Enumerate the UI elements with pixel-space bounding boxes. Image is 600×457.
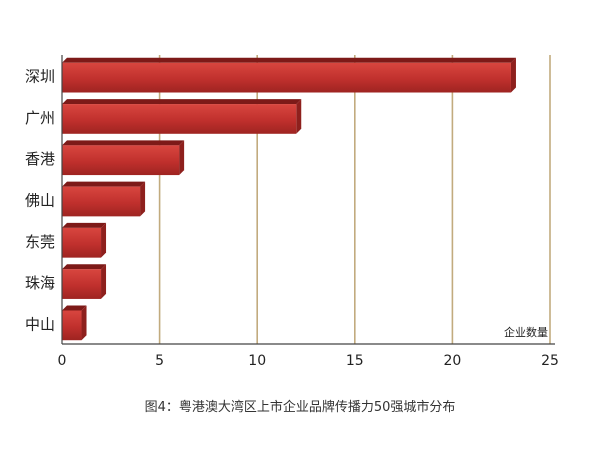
bar-side-face bbox=[101, 222, 107, 258]
bar-side-face bbox=[179, 140, 185, 176]
bar-中山 bbox=[62, 305, 87, 341]
bar-深圳 bbox=[62, 57, 516, 93]
grid-lines bbox=[158, 55, 551, 344]
category-label-东莞: 东莞 bbox=[25, 233, 55, 251]
category-label-香港: 香港 bbox=[25, 150, 55, 168]
bar-广州 bbox=[62, 99, 302, 134]
figure-caption: 图4：粤港澳大湾区上市企业品牌传播力50强城市分布 bbox=[144, 400, 456, 415]
bar-side-face bbox=[510, 57, 516, 93]
bar-东莞 bbox=[62, 222, 107, 258]
bar-front-face bbox=[62, 310, 82, 341]
bar-side-face bbox=[81, 305, 87, 341]
category-label-佛山: 佛山 bbox=[25, 192, 55, 210]
bar-front-face bbox=[62, 269, 102, 299]
x-tick-label-25: 25 bbox=[541, 353, 559, 369]
category-label-珠海: 珠海 bbox=[25, 274, 55, 292]
x-tick-label-20: 20 bbox=[443, 353, 461, 369]
bars bbox=[62, 57, 516, 341]
bar-佛山 bbox=[62, 181, 146, 217]
x-tick-label-15: 15 bbox=[346, 353, 364, 369]
x-tick-label-0: 0 bbox=[58, 353, 67, 369]
category-label-深圳: 深圳 bbox=[25, 68, 55, 86]
bar-top-face bbox=[62, 181, 146, 187]
category-label-广州: 广州 bbox=[25, 109, 55, 127]
x-tick-label-5: 5 bbox=[155, 353, 164, 369]
bar-side-face bbox=[296, 99, 302, 134]
bar-front-face bbox=[62, 145, 180, 176]
x-tick-labels: 0 5 10 15 20 25 bbox=[58, 353, 559, 369]
bar-top-face bbox=[62, 305, 87, 311]
bar-side-face bbox=[101, 264, 107, 299]
category-label-中山: 中山 bbox=[25, 315, 55, 333]
bar-front-face bbox=[62, 186, 141, 217]
bar-side-face bbox=[140, 181, 146, 217]
bar-top-face bbox=[62, 222, 107, 228]
bar-top-face bbox=[62, 264, 107, 270]
bar-front-face bbox=[62, 227, 102, 258]
x-axis-label: 企业数量 bbox=[504, 325, 548, 339]
bar-front-face bbox=[62, 62, 511, 93]
bar-珠海 bbox=[62, 264, 107, 299]
bar-top-face bbox=[62, 99, 302, 105]
bar-front-face bbox=[62, 104, 297, 134]
bar-top-face bbox=[62, 140, 185, 146]
bar-top-face bbox=[62, 57, 516, 63]
x-tick-label-10: 10 bbox=[248, 353, 266, 369]
bar-香港 bbox=[62, 140, 185, 176]
